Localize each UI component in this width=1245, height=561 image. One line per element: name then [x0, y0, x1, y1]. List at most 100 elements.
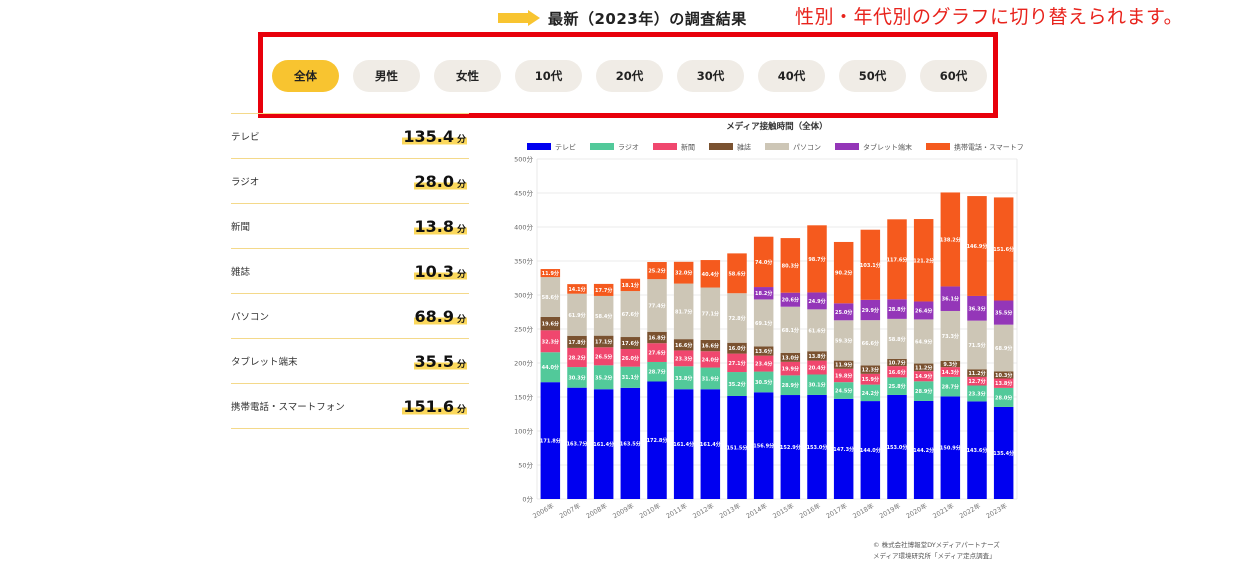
data-label: 16.8分: [648, 335, 665, 342]
x-tick-label: 2016年: [798, 501, 823, 521]
bar-segment: [913, 319, 934, 364]
bar-segment: [673, 283, 694, 340]
stat-row: テレビ 135.4 分: [231, 113, 469, 159]
bar-segment: [540, 382, 561, 499]
bar-segment: [887, 366, 907, 378]
filter-tab-0[interactable]: 全体: [272, 60, 339, 92]
data-label: 20.6分: [782, 297, 799, 304]
data-label: 156.9分: [753, 443, 774, 450]
bar-segment: [593, 347, 614, 366]
bar-segment: [780, 353, 801, 362]
bar-segment: [540, 316, 561, 331]
bar-segment: [993, 371, 1014, 379]
data-label: 77.1分: [702, 311, 719, 318]
data-label: 73.3分: [942, 333, 959, 340]
data-label: 23.4分: [755, 361, 772, 368]
chart-title: メディア接触時間（全体）: [726, 121, 827, 132]
stat-label: タブレット端末: [231, 357, 298, 368]
legend-label: タブレット端末: [863, 143, 912, 152]
bar-segment: [833, 382, 854, 399]
bar-segment: [647, 361, 667, 382]
data-label: 23.3分: [968, 390, 985, 397]
data-label: 61.6分: [808, 327, 825, 334]
bar-segment: [780, 361, 801, 376]
bar-segment: [913, 301, 934, 320]
stat-number: 151.6: [403, 396, 454, 416]
data-label: 11.9分: [542, 270, 559, 277]
stat-label: 携帯電話・スマートフォン: [231, 402, 345, 413]
bar-segment: [753, 299, 774, 347]
data-label: 151.5分: [727, 444, 748, 451]
data-label: 19.9分: [782, 366, 799, 373]
bar-segment: [807, 360, 827, 375]
data-label: 64.9分: [915, 338, 932, 345]
filter-tab-5[interactable]: 30代: [677, 60, 744, 92]
bar-segment: [780, 238, 801, 293]
bar-segment: [860, 384, 881, 402]
data-label: 147.3分: [833, 446, 854, 453]
stat-value: 13.8 分: [413, 216, 467, 236]
filter-tab-6[interactable]: 40代: [758, 60, 825, 92]
bar-segment: [940, 367, 961, 377]
x-tick-label: 2011年: [664, 501, 689, 521]
data-label: 28.9分: [782, 382, 799, 389]
stat-label: ラジオ: [231, 177, 260, 188]
data-label: 161.4分: [673, 441, 694, 448]
stat-row: 雑誌 10.3 分: [231, 249, 469, 294]
filter-tab-2[interactable]: 女性: [434, 60, 501, 92]
y-tick-label: 50分: [518, 461, 533, 470]
stats-list: テレビ 135.4 分ラジオ 28.0 分新聞 13.8 分雑誌 10.3 分パソコン 68.9 分…: [231, 113, 469, 429]
bar-segment: [833, 320, 854, 361]
bar-segment: [967, 376, 987, 386]
stat-unit: 分: [456, 269, 466, 280]
data-label: 30.5分: [755, 379, 772, 386]
data-label: 13.8分: [808, 353, 825, 360]
data-label: 20.4分: [808, 365, 825, 372]
bar-segment: [913, 363, 934, 372]
bar-segment: [940, 192, 961, 287]
bar-segment: [700, 260, 721, 288]
bar-segment: [807, 309, 827, 352]
bar-segment: [567, 367, 587, 388]
bar-segment: [860, 401, 881, 499]
bar-segment: [727, 372, 747, 396]
data-label: 44.0分: [542, 364, 559, 371]
stat-number: 28.0: [414, 171, 454, 191]
bar-segment: [647, 279, 667, 332]
data-label: 13.0分: [782, 354, 799, 361]
bar-segment: [673, 261, 694, 284]
bar-segment: [993, 197, 1014, 301]
bar-segment: [647, 343, 667, 362]
bar-segment: [780, 292, 801, 307]
x-tick-label: 2022年: [958, 501, 983, 521]
data-label: 23.3分: [675, 355, 692, 362]
bar-segment: [673, 339, 694, 351]
data-label: 66.6分: [862, 340, 879, 347]
bar-segment: [887, 394, 907, 499]
bar-segment: [833, 241, 854, 304]
stat-label: 新聞: [231, 222, 251, 233]
filter-tab-7[interactable]: 50代: [839, 60, 906, 92]
credit-line-2: メディア環境研究所「メディア定点調査」: [873, 552, 996, 560]
legend-swatch: [926, 143, 950, 150]
data-label: 28.7分: [648, 369, 665, 376]
bar-segment: [887, 377, 907, 395]
filter-tab-4[interactable]: 20代: [596, 60, 663, 92]
data-label: 17.6分: [622, 340, 639, 347]
data-label: 117.6分: [887, 256, 908, 263]
bar-segment: [647, 262, 667, 280]
filter-tab-8[interactable]: 60代: [920, 60, 987, 92]
data-label: 138.2分: [940, 236, 961, 243]
filter-tab-3[interactable]: 10代: [515, 60, 582, 92]
bar-segment: [753, 392, 774, 499]
legend-label: ラジオ: [618, 144, 639, 152]
bar-segment: [593, 335, 614, 348]
data-label: 32.3分: [542, 338, 559, 345]
bar-segment: [780, 306, 801, 354]
bar-segment: [967, 295, 987, 321]
stat-label: パソコン: [231, 312, 270, 323]
filter-tab-1[interactable]: 男性: [353, 60, 420, 92]
data-label: 35.2分: [728, 381, 745, 388]
bar-segment: [700, 389, 721, 499]
bar-segment: [673, 366, 694, 390]
